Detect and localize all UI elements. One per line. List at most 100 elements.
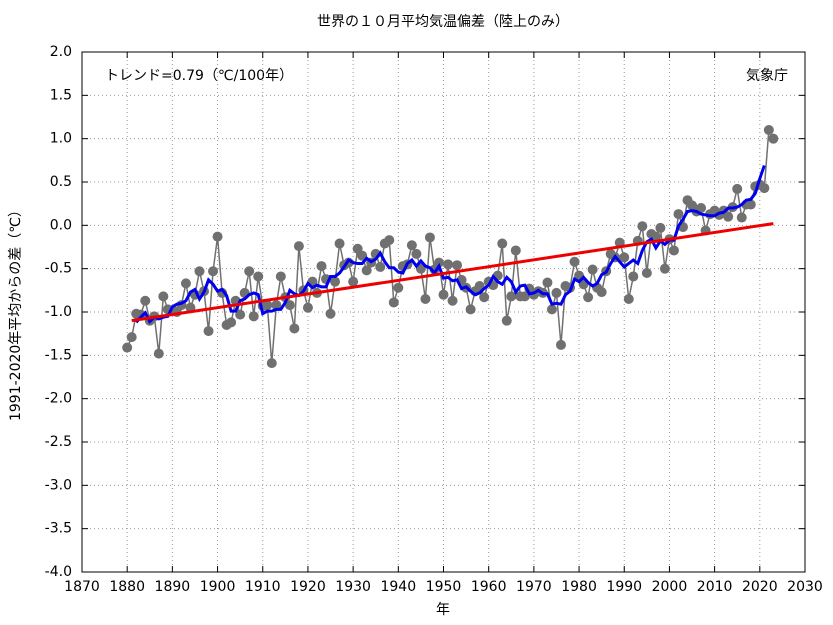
y-tick-label: 1.0 xyxy=(50,131,72,147)
y-tick-label: 1.5 xyxy=(50,87,72,103)
y-tick-label: 0.5 xyxy=(50,174,72,190)
x-tick-label: 2010 xyxy=(697,579,733,595)
y-tick-label: 2.0 xyxy=(50,44,72,60)
x-tick-label: 2030 xyxy=(787,579,823,595)
data-point xyxy=(759,183,770,194)
chart-title: 世界の１０月平均気温偏差（陸上のみ） xyxy=(317,14,569,30)
x-tick-label: 2000 xyxy=(652,579,688,595)
data-point xyxy=(203,326,214,337)
data-point xyxy=(135,309,146,320)
data-point xyxy=(348,276,359,287)
data-point xyxy=(140,295,151,306)
data-point xyxy=(443,259,454,270)
data-point xyxy=(551,287,562,298)
data-point xyxy=(194,266,205,277)
data-point xyxy=(208,266,219,277)
x-tick-label: 1950 xyxy=(426,579,462,595)
data-point xyxy=(388,297,399,308)
data-point xyxy=(244,266,255,277)
y-tick-label: -0.5 xyxy=(45,261,72,277)
data-point xyxy=(732,183,743,194)
x-tick-label: 1910 xyxy=(245,579,281,595)
data-point xyxy=(506,291,517,302)
data-point xyxy=(479,292,490,303)
data-point xyxy=(325,308,336,319)
data-point xyxy=(212,231,223,242)
data-point xyxy=(375,261,386,272)
y-tick-label: -3.5 xyxy=(45,521,72,537)
data-point xyxy=(637,221,648,232)
data-point xyxy=(628,271,639,282)
data-point xyxy=(330,276,341,287)
data-point xyxy=(126,332,137,343)
data-point xyxy=(262,300,273,311)
source-annotation: 気象庁 xyxy=(746,68,788,84)
data-point xyxy=(180,278,191,289)
x-tick-label: 1970 xyxy=(516,579,552,595)
data-point xyxy=(596,287,607,298)
series-line xyxy=(131,222,774,323)
x-axis-label: 年 xyxy=(436,602,450,618)
data-point xyxy=(542,277,553,288)
data-point xyxy=(452,260,463,271)
plot-frame xyxy=(81,51,806,573)
data-point xyxy=(266,358,277,369)
data-point xyxy=(357,250,368,261)
data-point xyxy=(583,292,594,303)
x-tick-label: 1940 xyxy=(380,579,416,595)
data-point xyxy=(763,125,774,135)
data-point xyxy=(271,300,282,311)
data-point xyxy=(293,241,304,252)
data-point xyxy=(673,209,684,220)
data-point xyxy=(433,257,444,268)
x-tick-label: 1870 xyxy=(64,579,100,595)
data-point xyxy=(316,261,327,272)
data-point xyxy=(393,282,404,293)
data-point xyxy=(361,265,372,276)
data-point xyxy=(253,271,264,282)
data-point xyxy=(519,291,530,302)
x-tick-label: 1990 xyxy=(606,579,642,595)
data-point xyxy=(723,211,734,222)
y-tick-label: -2.0 xyxy=(45,391,72,407)
data-point xyxy=(745,199,756,210)
data-point xyxy=(153,348,164,359)
x-tick-label: 2020 xyxy=(742,579,778,595)
data-point xyxy=(546,304,557,315)
data-point xyxy=(587,264,598,275)
data-point xyxy=(411,248,422,259)
data-point xyxy=(235,309,246,320)
data-point xyxy=(289,323,300,334)
x-tick-label: 1930 xyxy=(335,579,371,595)
data-point xyxy=(736,212,747,223)
data-point xyxy=(438,289,449,300)
data-point xyxy=(465,304,476,315)
data-point xyxy=(623,294,634,304)
data-point xyxy=(497,238,508,249)
x-tick-label: 1960 xyxy=(471,579,507,595)
x-tick-label: 1890 xyxy=(155,579,191,595)
data-point xyxy=(501,315,512,326)
data-point xyxy=(334,238,345,249)
y-tick-label: -4.0 xyxy=(45,564,72,580)
x-tick-label: 1880 xyxy=(109,579,145,595)
data-point xyxy=(384,235,395,246)
y-tick-label: 0.0 xyxy=(50,217,72,233)
x-tick-label: 1980 xyxy=(561,579,597,595)
data-point xyxy=(569,256,580,267)
data-point xyxy=(424,232,435,243)
data-point xyxy=(406,240,417,251)
y-tick-label: -2.5 xyxy=(45,434,72,450)
data-point xyxy=(122,342,133,353)
data-point xyxy=(302,302,313,313)
data-point xyxy=(650,231,661,242)
data-point xyxy=(158,291,169,302)
data-point xyxy=(284,300,295,311)
data-point xyxy=(555,339,566,350)
x-tick-label: 1920 xyxy=(290,579,326,595)
data-point xyxy=(655,222,666,233)
trend-annotation: トレンド=0.79（℃/100年） xyxy=(105,68,293,84)
y-tick-label: -1.0 xyxy=(45,304,72,320)
data-point xyxy=(696,203,707,213)
